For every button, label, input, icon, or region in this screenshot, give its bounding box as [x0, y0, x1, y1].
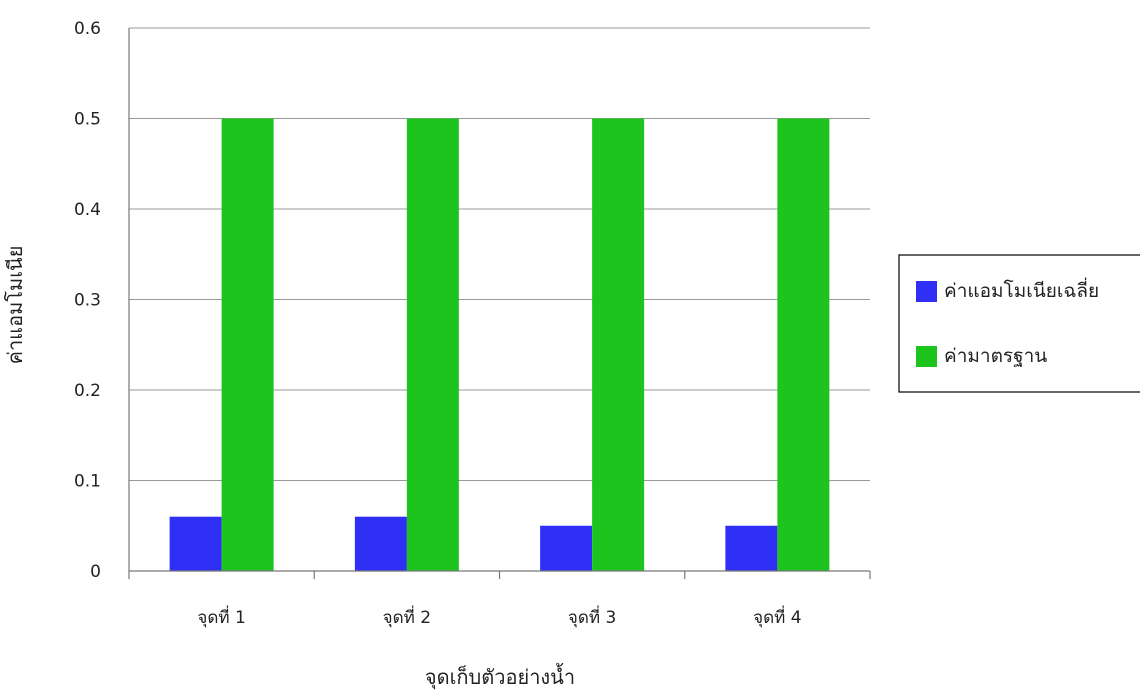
x-tick-label: จุดที่ 4 — [753, 605, 801, 628]
x-tick-label: จุดที่ 3 — [568, 605, 616, 628]
y-tick-label: 0.5 — [74, 110, 101, 130]
x-tick-label: จุดที่ 1 — [197, 605, 245, 628]
bars — [169, 118, 830, 571]
bar-avg — [540, 525, 593, 571]
bar-avg — [354, 516, 407, 571]
bar-avg — [169, 516, 222, 571]
legend-swatch-avg — [916, 281, 937, 302]
bar-standard — [592, 118, 645, 571]
y-tick-label: 0 — [90, 562, 101, 582]
y-tick-label: 0.6 — [74, 19, 101, 39]
bar-standard — [221, 118, 274, 571]
x-tick-labels: จุดที่ 1 จุดที่ 2 จุดที่ 3 จุดที่ 4 — [197, 605, 801, 628]
legend-label-avg: ค่าแอมโมเนียเฉลี่ย — [944, 277, 1099, 302]
y-axis-title: ค่าแอมโมเนีย — [3, 246, 27, 365]
y-tick-label: 0.4 — [74, 200, 101, 220]
legend: ค่าแอมโมเนียเฉลี่ย ค่ามาตรฐาน — [898, 254, 1140, 393]
y-tick-label: 0.2 — [74, 381, 101, 401]
y-tick-labels: 0 0.1 0.2 0.3 0.4 0.5 0.6 — [74, 19, 101, 582]
y-tick-label: 0.3 — [74, 291, 101, 311]
legend-box — [898, 254, 1140, 393]
bar-standard — [406, 118, 459, 571]
legend-swatch-standard — [916, 346, 937, 367]
axes — [128, 28, 871, 579]
legend-label-standard: ค่ามาตรฐาน — [944, 345, 1047, 367]
x-axis-title: จุดเก็บตัวอย่างน้ำ — [425, 663, 575, 690]
x-tick-label: จุดที่ 2 — [383, 605, 431, 628]
bar-standard — [777, 118, 830, 571]
y-tick-label: 0.1 — [74, 472, 101, 492]
bar-avg — [725, 525, 778, 571]
